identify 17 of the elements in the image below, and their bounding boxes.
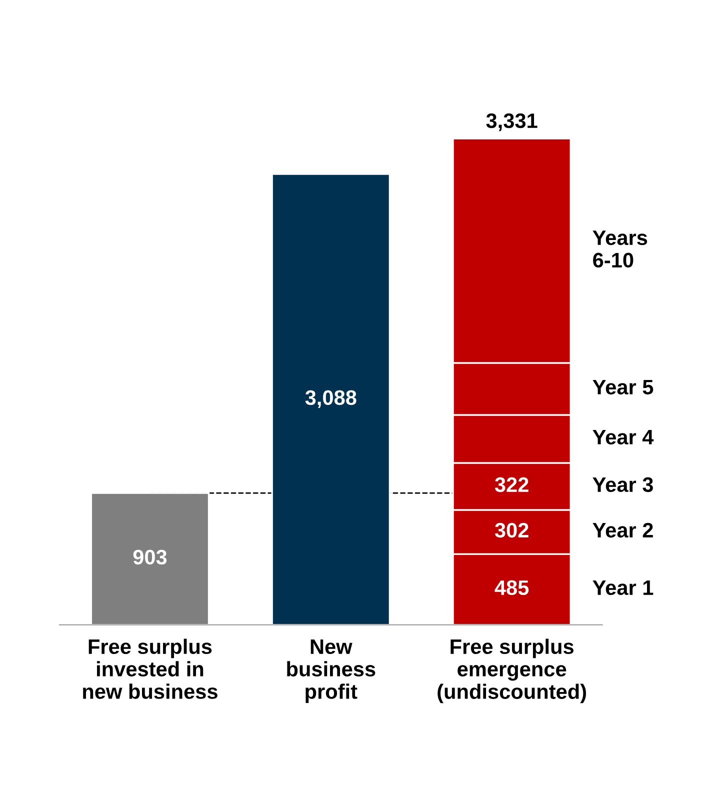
total-label: 3,331 (486, 113, 538, 132)
data-label: 903 (133, 550, 167, 565)
series-label: Year 4 (592, 430, 654, 445)
data-label: 302 (494, 522, 528, 538)
series-label: Year 1 (592, 580, 654, 596)
series-label: Year 3 (592, 477, 653, 492)
x-tick-label: Free surplus emergence (undiscounted) (438, 638, 586, 704)
data-label: 485 (494, 580, 529, 596)
data-label: 3,088 (305, 390, 356, 408)
series-label: Years 6-10 (592, 230, 648, 268)
series-label: Year 5 (592, 380, 654, 395)
bar (90, 492, 210, 625)
x-tick-label: Free surplus invested in new business (83, 638, 218, 699)
bar (271, 173, 391, 625)
series-label: Year 2 (592, 522, 653, 538)
data-label: 322 (494, 477, 528, 492)
x-tick-label: New business profit (287, 640, 376, 704)
